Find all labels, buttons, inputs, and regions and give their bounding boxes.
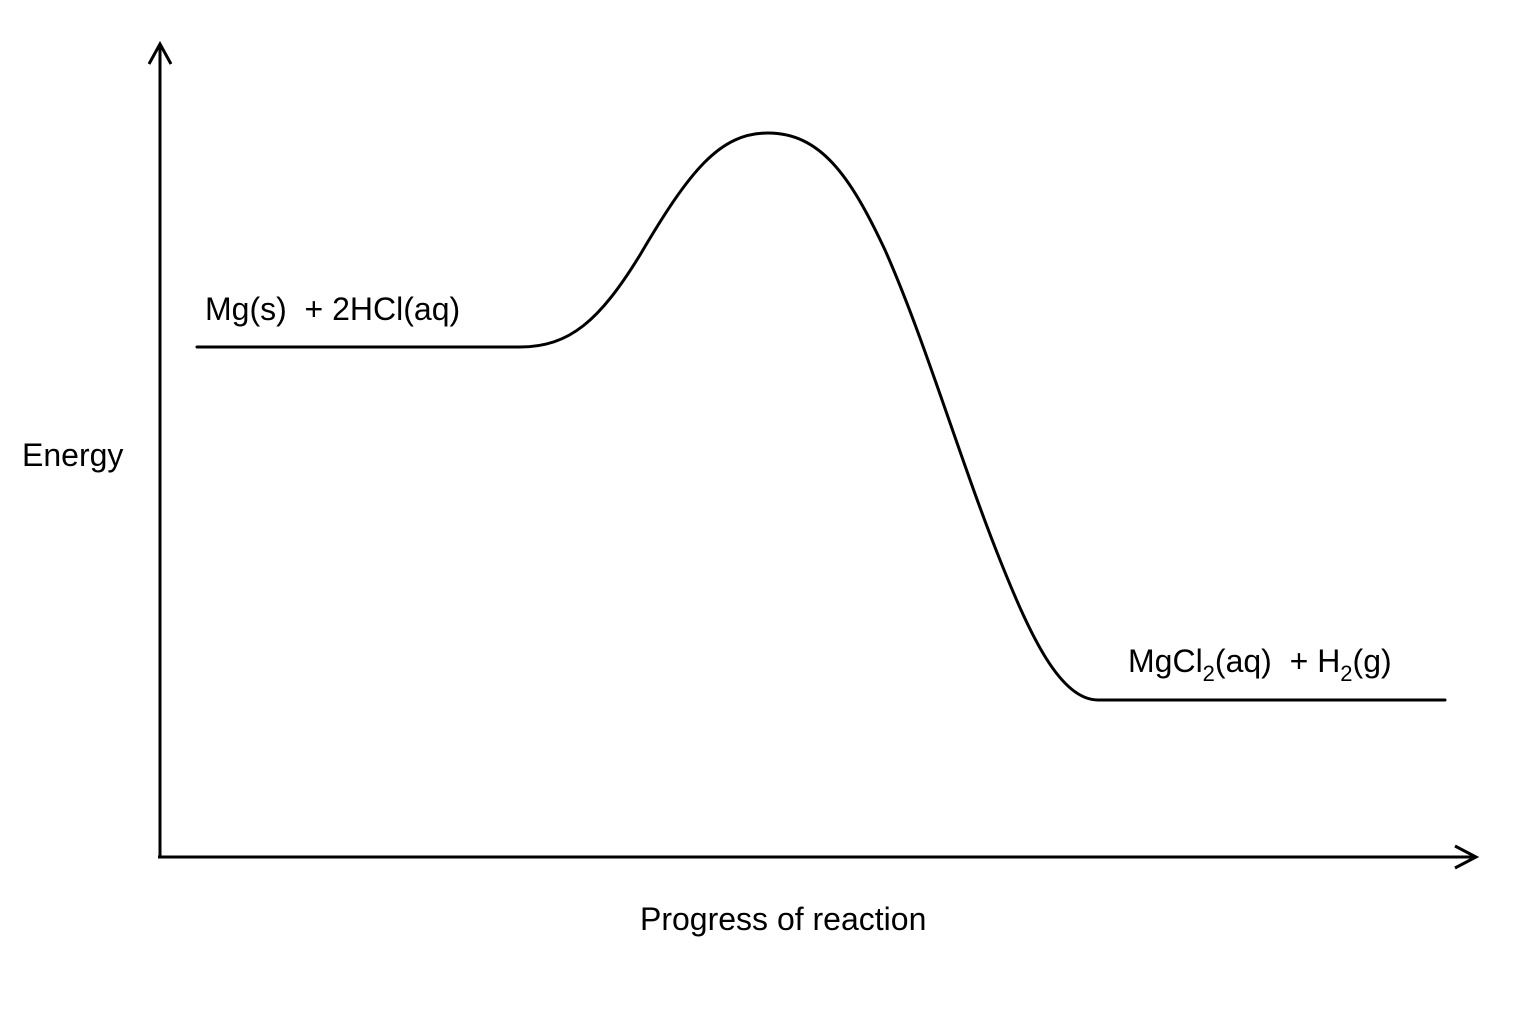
products-subscript1: 2 [1203,661,1215,686]
products-subscript2: 2 [1340,661,1352,686]
reaction-energy-curve [195,131,1447,702]
reactants-text: Mg(s) + 2HCl(aq) [205,291,460,327]
products-label: MgCl2(aq) + H2(g) [1128,643,1392,686]
y-axis-label: Energy [22,437,123,473]
products-part2: (aq) + H [1215,643,1340,679]
products-part3: (g) [1353,643,1392,679]
x-axis-label: Progress of reaction [640,901,926,937]
x-axis-arrowhead [1454,844,1480,870]
products-part1: MgCl [1128,643,1203,679]
reactants-label: Mg(s) + 2HCl(aq) [205,291,460,327]
y-axis-arrowhead [147,40,173,65]
